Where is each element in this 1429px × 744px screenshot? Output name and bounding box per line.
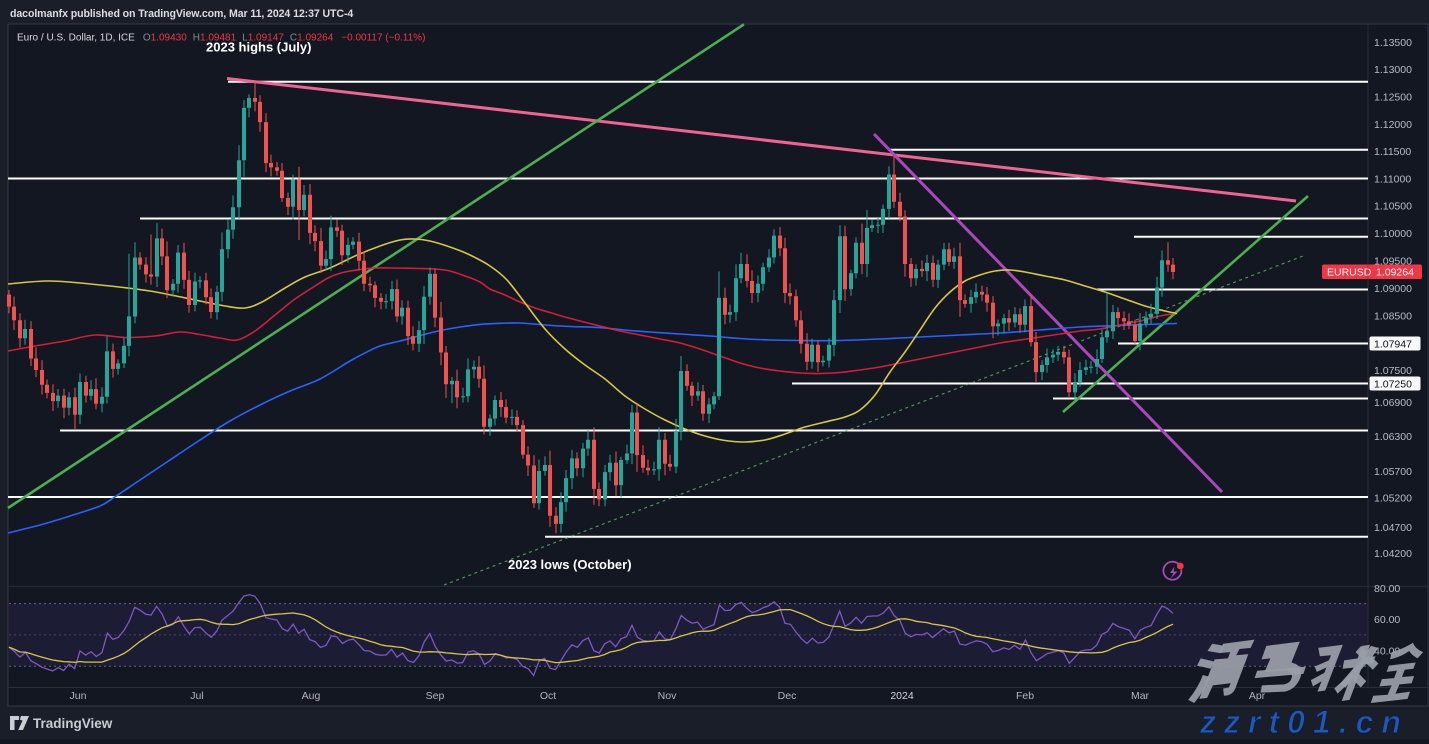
svg-text:1.05200: 1.05200 bbox=[1374, 492, 1412, 504]
svg-text:80.00: 80.00 bbox=[1374, 583, 1400, 595]
svg-text:dacolmanfx published on Tradin: dacolmanfx published on TradingView.com,… bbox=[10, 8, 353, 20]
svg-text:Nov: Nov bbox=[658, 690, 677, 702]
svg-text:1.07500: 1.07500 bbox=[1374, 365, 1412, 377]
svg-text:Jul: Jul bbox=[190, 690, 203, 702]
svg-text:1.11000: 1.11000 bbox=[1374, 173, 1411, 185]
svg-text:Mar: Mar bbox=[1131, 690, 1150, 702]
svg-text:1.09000: 1.09000 bbox=[1374, 283, 1412, 295]
svg-text:Sep: Sep bbox=[426, 690, 445, 702]
svg-text:60.00: 60.00 bbox=[1374, 614, 1400, 626]
svg-text:1.06900: 1.06900 bbox=[1374, 397, 1412, 409]
svg-text:1.06300: 1.06300 bbox=[1374, 431, 1412, 443]
svg-text:Jun: Jun bbox=[70, 690, 87, 702]
svg-text:Oct: Oct bbox=[540, 690, 556, 702]
svg-text:Apr: Apr bbox=[1249, 690, 1266, 702]
svg-text:2023 lows (October): 2023 lows (October) bbox=[508, 557, 632, 572]
svg-text:2023 highs (July): 2023 highs (July) bbox=[206, 40, 311, 55]
svg-text:1.11500: 1.11500 bbox=[1374, 146, 1411, 158]
svg-text:zzrt01.cn: zzrt01.cn bbox=[1199, 704, 1409, 739]
svg-text:1.05700: 1.05700 bbox=[1374, 466, 1412, 478]
svg-text:1.10500: 1.10500 bbox=[1374, 201, 1412, 213]
svg-text:TradingView: TradingView bbox=[33, 716, 113, 731]
svg-text:Feb: Feb bbox=[1016, 690, 1034, 702]
svg-text:1.04200: 1.04200 bbox=[1374, 548, 1412, 560]
svg-text:1.13000: 1.13000 bbox=[1374, 64, 1412, 76]
svg-text:1.04700: 1.04700 bbox=[1374, 522, 1412, 534]
svg-text:1.08500: 1.08500 bbox=[1374, 310, 1412, 322]
svg-text:EURUSD: EURUSD bbox=[1327, 267, 1372, 279]
svg-text:1.10000: 1.10000 bbox=[1374, 228, 1412, 240]
svg-text:Dec: Dec bbox=[778, 690, 797, 702]
svg-text:1.09264: 1.09264 bbox=[1376, 267, 1414, 279]
svg-text:1.13500: 1.13500 bbox=[1374, 37, 1412, 49]
svg-text:1.07947: 1.07947 bbox=[1374, 338, 1412, 350]
svg-text:1.07250: 1.07250 bbox=[1374, 378, 1412, 390]
svg-text:Aug: Aug bbox=[302, 690, 321, 702]
svg-text:2024: 2024 bbox=[890, 690, 914, 702]
svg-text:1.12500: 1.12500 bbox=[1374, 92, 1412, 104]
svg-text:1.12000: 1.12000 bbox=[1374, 119, 1412, 131]
